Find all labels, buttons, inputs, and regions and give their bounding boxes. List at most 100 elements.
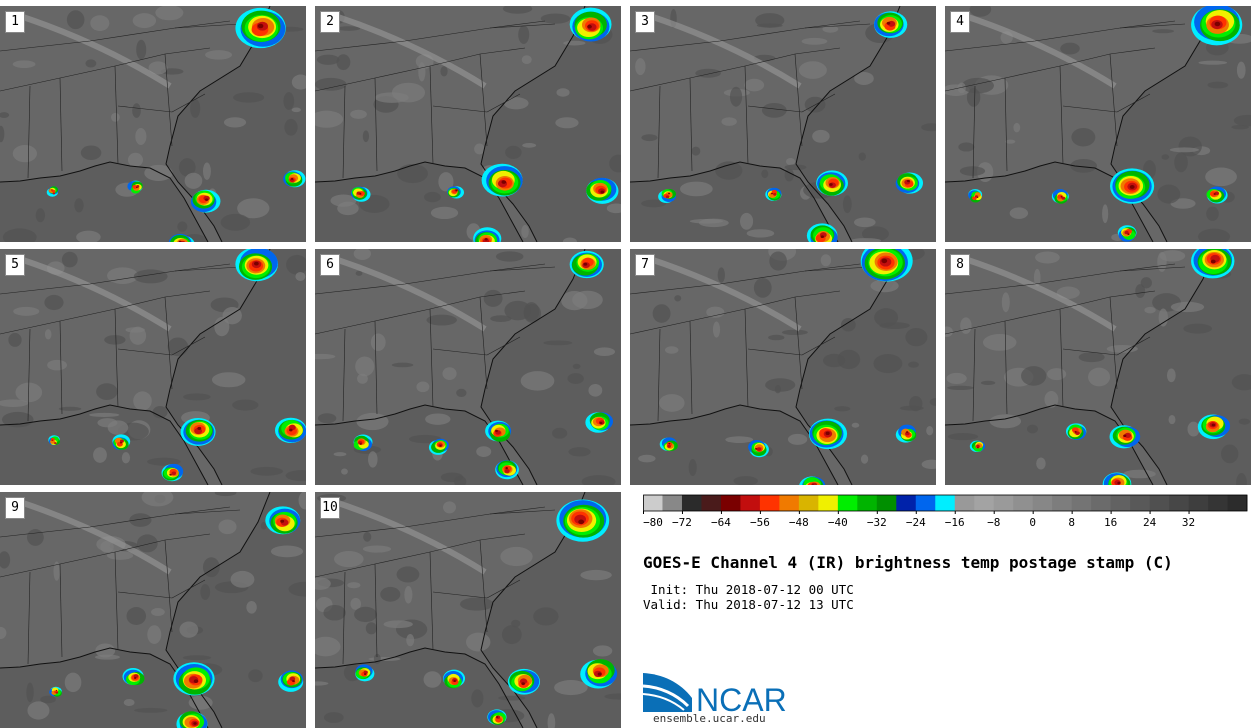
state-border — [486, 579, 521, 599]
colorbar-tick-label: −56 — [750, 516, 770, 529]
cloud-texture — [200, 583, 211, 601]
cloud-texture — [26, 682, 34, 703]
colorbar-swatch — [1032, 495, 1053, 511]
cloud-texture — [580, 569, 612, 581]
cloud-texture — [606, 203, 621, 214]
cloud-texture — [184, 172, 203, 189]
cloud-texture — [93, 447, 107, 463]
state-border — [972, 85, 976, 179]
colorbar-swatch — [1110, 495, 1131, 511]
state-border — [315, 263, 546, 295]
cloud-texture — [27, 701, 50, 720]
storm-cell — [816, 170, 848, 196]
state-border — [114, 308, 119, 408]
cloud-texture — [85, 59, 97, 68]
state-border — [1109, 296, 1118, 390]
cloud-texture — [781, 329, 808, 336]
cloud-texture — [111, 112, 120, 122]
cloud-texture — [659, 394, 685, 412]
state-border — [794, 296, 803, 390]
cloud-texture — [333, 452, 347, 457]
state-border — [374, 320, 378, 415]
cloud-texture — [167, 337, 189, 357]
storm-cell — [860, 249, 913, 282]
cloud-texture — [733, 476, 758, 485]
cloud-texture — [823, 353, 846, 368]
cloud-texture — [540, 13, 571, 24]
cloud-texture — [152, 406, 168, 419]
cloud-texture — [315, 577, 331, 590]
storm-cell — [122, 667, 145, 686]
state-border — [1004, 320, 1008, 415]
state-border — [489, 23, 556, 29]
cloud-texture — [1152, 29, 1175, 34]
storm-cell — [1065, 423, 1087, 440]
cloud-texture — [1161, 154, 1170, 160]
stamp-panel-2: 2 — [315, 6, 621, 242]
cloud-texture — [768, 334, 785, 341]
storm-cell — [487, 709, 507, 725]
cloud-texture — [233, 92, 265, 103]
storm-cell — [161, 463, 184, 482]
cloud-texture — [980, 380, 996, 386]
storm-cell — [806, 223, 838, 242]
cloud-texture — [151, 608, 165, 617]
state-border — [804, 23, 871, 29]
cloud-texture — [315, 110, 344, 128]
satellite-map — [0, 6, 306, 242]
cloud-texture — [246, 600, 257, 614]
state-border — [1004, 77, 1008, 172]
state-border — [117, 591, 173, 599]
state-border — [117, 348, 173, 356]
cloud-texture — [674, 295, 682, 302]
cloud-texture — [190, 98, 201, 118]
cloud-texture — [729, 86, 743, 107]
storm-cell — [278, 670, 304, 692]
state-border — [315, 506, 546, 538]
state-border — [171, 93, 206, 113]
storm-cell — [585, 412, 614, 433]
colorbar-frame — [643, 494, 1248, 512]
storm-cell — [1206, 186, 1228, 204]
state-border — [59, 563, 63, 658]
cloud-texture — [179, 621, 199, 638]
stamp-panel-1: 1 — [0, 6, 306, 242]
cloud-texture — [0, 551, 11, 569]
colorbar-tick-label: −8 — [987, 516, 1000, 529]
cloud-texture — [1123, 469, 1156, 479]
cloud-texture — [64, 672, 82, 693]
state-border — [630, 263, 861, 295]
colorbar-tick-label: 16 — [1104, 516, 1117, 529]
cloud-texture — [0, 399, 29, 407]
colorbar-swatch — [876, 495, 897, 511]
cloud-texture — [652, 304, 671, 323]
state-border — [744, 65, 749, 165]
colorbar-swatch — [1227, 495, 1248, 511]
cloud-texture — [926, 426, 934, 436]
cloud-texture — [183, 393, 211, 401]
cloud-texture — [391, 82, 426, 103]
state-border — [1119, 266, 1186, 272]
colorbar-swatch — [935, 495, 956, 511]
cirrus-band — [964, 256, 1117, 332]
storm-cell — [235, 249, 278, 282]
cloud-texture — [315, 681, 329, 686]
land-area — [630, 6, 900, 242]
cloud-texture — [1140, 277, 1152, 289]
cloud-texture — [961, 77, 994, 94]
cloud-texture — [609, 154, 621, 173]
state-border — [174, 509, 241, 515]
cloud-texture — [223, 117, 247, 128]
cloud-texture — [543, 340, 573, 346]
cloud-texture — [1009, 207, 1029, 219]
cloud-texture — [769, 251, 787, 271]
colorbar-tick-label: −64 — [711, 516, 731, 529]
cloud-texture — [635, 58, 646, 76]
cloud-texture — [1170, 301, 1205, 313]
cloud-texture — [563, 40, 586, 46]
cloud-texture — [1198, 60, 1228, 65]
colorbar-swatch — [681, 495, 702, 511]
cloud-texture — [706, 306, 725, 318]
land-area — [315, 6, 585, 242]
cloud-texture — [982, 334, 1017, 351]
